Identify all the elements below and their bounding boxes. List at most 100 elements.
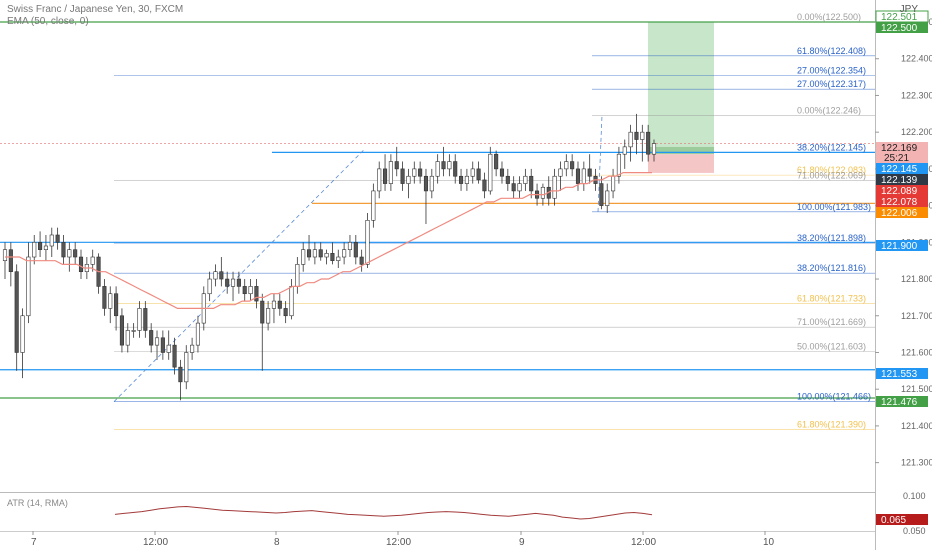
candle[interactable] — [482, 179, 487, 192]
candle[interactable] — [552, 175, 557, 199]
candle[interactable] — [359, 256, 364, 265]
price-tag[interactable] — [876, 207, 928, 218]
candle[interactable] — [570, 161, 575, 170]
candle[interactable] — [418, 168, 423, 177]
candle[interactable] — [119, 315, 124, 346]
candle[interactable] — [400, 168, 405, 184]
candle[interactable] — [260, 300, 265, 324]
trend-line[interactable] — [113, 148, 366, 402]
candle[interactable] — [505, 175, 510, 184]
candle[interactable] — [646, 131, 651, 155]
candle[interactable] — [178, 366, 183, 383]
candle[interactable] — [488, 153, 493, 192]
atr-line[interactable] — [114, 505, 653, 520]
candle[interactable] — [114, 293, 119, 317]
candle[interactable] — [423, 175, 429, 192]
main-plot-area[interactable] — [0, 0, 875, 492]
candle[interactable] — [166, 344, 171, 353]
candle[interactable] — [634, 131, 639, 140]
candle[interactable] — [599, 183, 604, 206]
candle[interactable] — [464, 175, 469, 184]
candle[interactable] — [441, 161, 446, 170]
candle[interactable] — [295, 264, 300, 287]
candle[interactable] — [447, 161, 452, 170]
candle[interactable] — [143, 308, 148, 331]
candle[interactable] — [517, 183, 522, 192]
candle[interactable] — [651, 143, 657, 155]
candle[interactable] — [558, 168, 563, 177]
candle[interactable] — [20, 315, 25, 353]
candle[interactable] — [219, 271, 224, 280]
candle[interactable] — [529, 175, 534, 192]
candle[interactable] — [587, 168, 592, 177]
candle[interactable] — [283, 308, 288, 317]
candle[interactable] — [353, 242, 358, 258]
candle[interactable] — [429, 175, 434, 192]
candle[interactable] — [301, 249, 306, 265]
price-tag[interactable] — [876, 174, 928, 185]
candle[interactable] — [230, 278, 236, 287]
candle[interactable] — [435, 161, 440, 177]
candle[interactable] — [160, 337, 165, 353]
candle[interactable] — [242, 286, 247, 295]
candle[interactable] — [616, 153, 621, 177]
candle[interactable] — [622, 146, 627, 155]
candle[interactable] — [125, 330, 130, 346]
candle[interactable] — [499, 168, 505, 177]
candle[interactable] — [67, 249, 72, 258]
target-zone[interactable] — [648, 22, 714, 147]
candle[interactable] — [172, 344, 177, 368]
candle[interactable] — [640, 131, 645, 140]
candle[interactable] — [184, 352, 189, 383]
price-tag[interactable] — [876, 22, 928, 33]
candle[interactable] — [511, 183, 516, 192]
candle[interactable] — [605, 190, 610, 206]
candle[interactable] — [540, 186, 545, 199]
candle[interactable] — [476, 168, 481, 181]
candle[interactable] — [388, 161, 393, 184]
price-tag[interactable] — [876, 368, 928, 379]
candle[interactable] — [149, 330, 154, 346]
candle[interactable] — [207, 278, 212, 295]
candle[interactable] — [254, 286, 259, 302]
candle[interactable] — [8, 249, 13, 273]
candle[interactable] — [377, 168, 382, 192]
candle[interactable] — [458, 175, 464, 184]
candle[interactable] — [73, 249, 78, 258]
candle[interactable] — [575, 168, 581, 184]
candle[interactable] — [318, 249, 323, 258]
candle[interactable] — [611, 175, 616, 192]
stop-zone[interactable] — [648, 154, 714, 173]
candle[interactable] — [26, 256, 31, 317]
candle[interactable] — [137, 308, 142, 331]
candle[interactable] — [266, 308, 271, 324]
candle[interactable] — [342, 249, 347, 258]
candle[interactable] — [55, 234, 60, 243]
candle[interactable] — [365, 219, 370, 265]
price-tag[interactable] — [876, 514, 928, 525]
candle[interactable] — [394, 161, 399, 170]
candle[interactable] — [306, 249, 312, 258]
candle[interactable] — [248, 286, 253, 295]
candle[interactable] — [494, 153, 499, 170]
candle[interactable] — [412, 168, 417, 177]
candle[interactable] — [2, 249, 8, 261]
candle[interactable] — [347, 242, 353, 250]
candle[interactable] — [154, 337, 160, 346]
price-tag[interactable] — [876, 396, 928, 407]
candle[interactable] — [406, 175, 411, 184]
candle[interactable] — [102, 286, 107, 309]
candle[interactable] — [289, 286, 294, 317]
candle[interactable] — [371, 190, 376, 221]
candle[interactable] — [236, 278, 241, 287]
candle[interactable] — [382, 168, 388, 184]
candle[interactable] — [131, 330, 136, 332]
price-tag[interactable] — [876, 240, 928, 251]
candle[interactable] — [14, 271, 19, 353]
candle[interactable] — [330, 253, 335, 261]
candle[interactable] — [108, 293, 113, 309]
ema-line[interactable] — [5, 172, 652, 309]
candle[interactable] — [277, 300, 282, 309]
